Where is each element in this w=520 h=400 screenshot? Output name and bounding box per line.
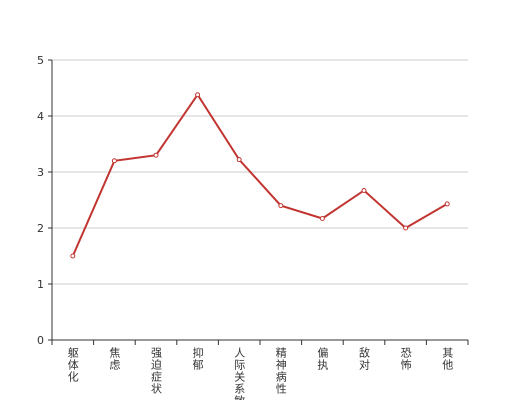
point bbox=[153, 152, 159, 158]
x-tick-label: 恐怖 bbox=[399, 347, 412, 371]
x-tick-label: 精神病性 bbox=[274, 347, 287, 395]
x-tick-label: 敌对 bbox=[358, 346, 371, 371]
point bbox=[195, 92, 201, 98]
y-tick-label: 5 bbox=[37, 54, 44, 67]
point bbox=[444, 201, 450, 207]
y-tick-label: 3 bbox=[37, 166, 44, 179]
x-tick-label: 抑郁 bbox=[191, 346, 204, 371]
x-tick-label: 偏执 bbox=[316, 346, 329, 371]
point bbox=[278, 203, 284, 209]
point bbox=[361, 187, 367, 193]
point bbox=[236, 157, 242, 163]
x-tick-label: 躯体化 bbox=[66, 347, 79, 383]
x-tick-label: 其他 bbox=[441, 347, 454, 371]
x-tick-label: 强迫症状 bbox=[150, 347, 163, 395]
y-tick-label: 1 bbox=[37, 278, 44, 291]
point bbox=[111, 158, 117, 164]
point bbox=[70, 253, 76, 259]
y-tick-label: 0 bbox=[37, 334, 44, 347]
y-tick-label: 2 bbox=[37, 222, 44, 235]
point bbox=[403, 225, 409, 231]
x-tick-label: 焦虑 bbox=[108, 347, 121, 371]
x-tick-label: 人际关系敏感 bbox=[233, 347, 246, 400]
point bbox=[319, 215, 325, 221]
line bbox=[71, 92, 448, 257]
y-tick-label: 4 bbox=[37, 110, 44, 123]
